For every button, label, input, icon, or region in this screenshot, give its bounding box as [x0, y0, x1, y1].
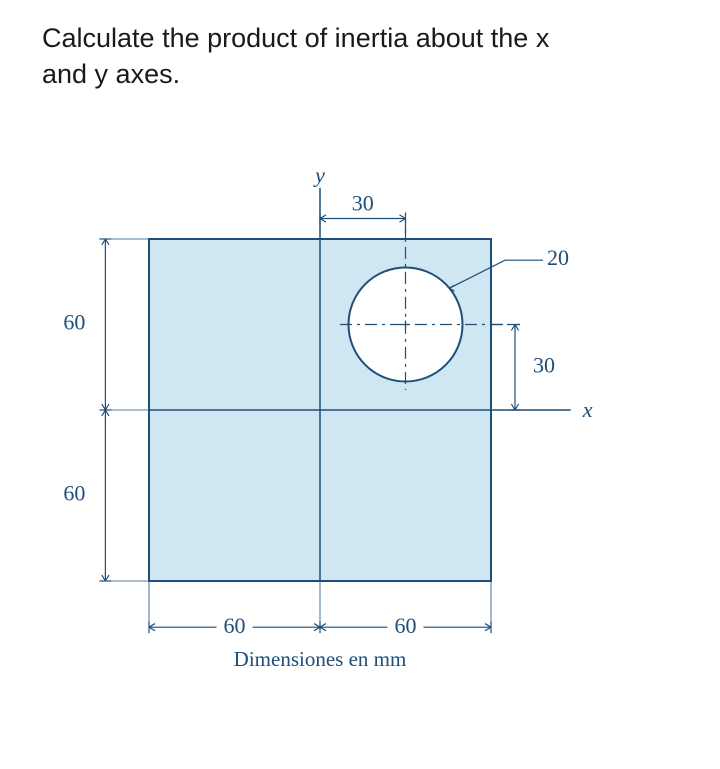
figure-svg: xy302030606060606060Dimensiones en mm: [40, 160, 680, 760]
svg-text:60: 60: [224, 613, 246, 638]
dim-top-30: 30: [352, 191, 374, 216]
prompt-line-1: Calculate the product of inertia about t…: [42, 23, 549, 53]
dim-right-30: 30: [533, 352, 555, 377]
prompt-line-2: and y axes.: [42, 59, 180, 89]
dim-left-60-lower: 60: [63, 481, 85, 506]
y-axis-label: y: [313, 163, 325, 188]
x-axis-label: x: [582, 397, 593, 422]
dim-left-60-upper: 60: [63, 310, 85, 335]
svg-text:60: 60: [395, 613, 417, 638]
footer-units: Dimensiones en mm: [234, 647, 407, 671]
dim-radius-20: 20: [547, 245, 569, 270]
problem-prompt: Calculate the product of inertia about t…: [42, 20, 682, 93]
